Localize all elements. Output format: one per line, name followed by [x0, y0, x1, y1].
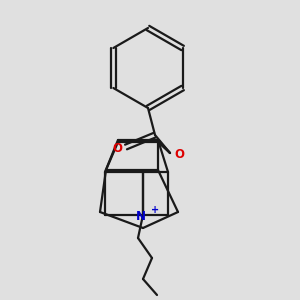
Text: N: N — [136, 211, 146, 224]
Text: O: O — [112, 142, 122, 155]
Text: +: + — [151, 205, 159, 215]
Text: O: O — [174, 148, 184, 161]
